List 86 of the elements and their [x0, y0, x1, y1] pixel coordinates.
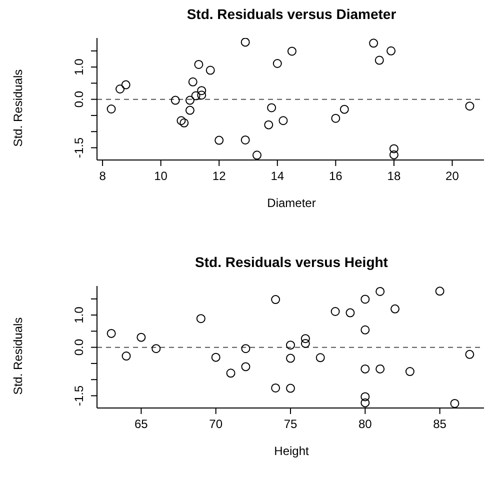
point — [376, 364, 385, 374]
point — [360, 364, 370, 374]
x-tick-label: 75 — [284, 417, 298, 431]
x-axis-title: Diameter — [266, 196, 317, 210]
y-tick-label: 1.0 — [72, 306, 86, 324]
x-tick-label: 70 — [209, 417, 223, 431]
x-tick-label: 16 — [328, 169, 343, 183]
point — [346, 308, 355, 318]
point — [185, 96, 194, 105]
point — [241, 362, 250, 372]
x-tick-label: 18 — [387, 169, 401, 183]
x-tick-label: 85 — [433, 417, 447, 431]
point — [191, 91, 200, 100]
x-tick-label: 20 — [446, 169, 460, 183]
x-tick-label: 12 — [212, 169, 226, 183]
point — [286, 340, 295, 350]
point — [465, 350, 474, 359]
point — [206, 66, 215, 75]
y-axis-title: Std. Residuals — [11, 69, 25, 147]
point — [360, 398, 370, 408]
point — [286, 354, 295, 363]
point — [271, 383, 280, 392]
point — [286, 384, 295, 393]
y-tick-label: 0.0 — [72, 90, 86, 108]
point — [152, 344, 161, 354]
x-tick-label: 8 — [99, 169, 106, 183]
point — [369, 38, 378, 48]
point — [197, 86, 206, 96]
y-axis-title: Std. Residuals — [11, 317, 25, 395]
point — [180, 118, 189, 128]
point — [211, 352, 220, 362]
point — [116, 84, 125, 94]
point — [386, 46, 396, 56]
point — [264, 120, 274, 130]
point — [316, 353, 325, 362]
y-tick-label: 1.0 — [72, 58, 86, 76]
point — [252, 150, 262, 160]
point — [240, 135, 250, 144]
point — [136, 332, 146, 342]
point — [272, 58, 282, 68]
point — [106, 104, 116, 114]
chart-title: Std. Residuals versus Height — [194, 254, 389, 270]
point — [188, 77, 198, 86]
point — [287, 46, 296, 56]
point — [240, 38, 250, 47]
point — [360, 294, 370, 304]
point — [214, 136, 224, 145]
point — [267, 103, 276, 112]
point — [331, 114, 340, 123]
point — [374, 56, 384, 65]
point — [300, 338, 310, 348]
point — [176, 116, 186, 126]
point — [300, 334, 310, 344]
point — [241, 344, 250, 354]
point — [389, 144, 398, 154]
point — [196, 314, 206, 324]
point — [450, 398, 460, 408]
point — [185, 106, 194, 115]
point — [390, 304, 400, 314]
point — [435, 286, 444, 296]
y-tick-label: 0.0 — [72, 338, 86, 356]
point — [278, 116, 288, 126]
point — [197, 90, 206, 100]
point — [226, 368, 236, 378]
x-tick-label: 80 — [358, 417, 372, 431]
point — [360, 392, 370, 402]
point — [194, 60, 204, 69]
point — [405, 367, 414, 376]
y-tick-label: -1.5 — [72, 385, 86, 406]
x-tick-label: 14 — [270, 169, 284, 183]
point — [330, 306, 340, 316]
x-axis-title: Height — [273, 444, 310, 458]
point — [271, 295, 280, 304]
y-tick-label: -1.5 — [72, 137, 86, 158]
x-tick-label: 65 — [134, 417, 148, 431]
point — [360, 325, 370, 334]
point — [465, 102, 474, 111]
point — [170, 96, 180, 105]
x-tick-label: 10 — [154, 169, 168, 183]
point — [122, 352, 131, 361]
point — [376, 286, 385, 296]
point — [106, 328, 116, 338]
point — [340, 104, 349, 114]
point — [121, 80, 130, 90]
point — [389, 150, 398, 160]
chart-title: Std. Residuals versus Diameter — [186, 6, 398, 22]
